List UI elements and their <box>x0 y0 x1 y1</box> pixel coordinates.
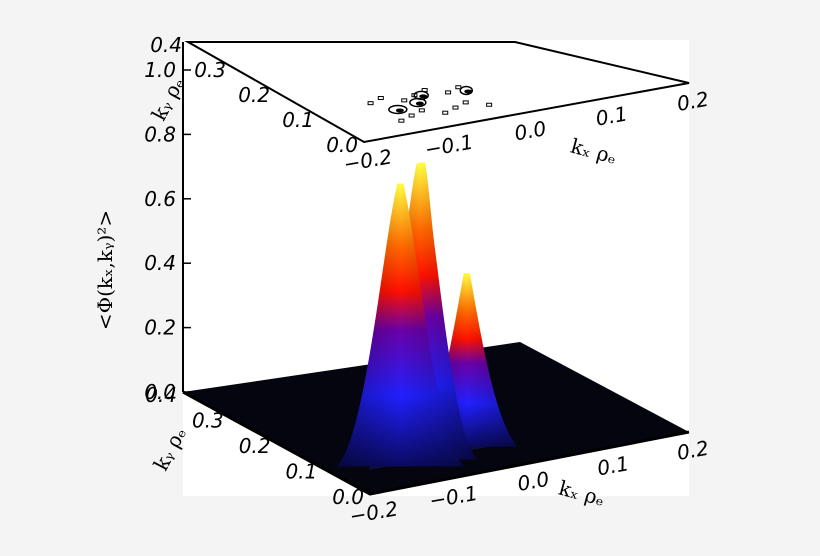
contour-ring <box>388 104 408 115</box>
top-ky-tick-label: 0.2 <box>238 83 270 107</box>
bottom-kx-label: kₓ ρₑ <box>556 476 607 511</box>
bottom-ky-tick-label: 0.4 <box>145 383 177 407</box>
contour-speck <box>452 105 459 110</box>
top-kx-tick-label: 0.0 <box>513 116 548 145</box>
top-ky-tick-label: 0.1 <box>282 108 314 132</box>
top-ky-tick-label: 0.4 <box>150 33 182 57</box>
contour-speck <box>418 108 425 113</box>
z-tick-label: 1.0 <box>144 58 176 82</box>
contour-speck <box>442 110 449 115</box>
contour-speck <box>377 96 384 101</box>
contour-speck <box>421 88 428 93</box>
z-tick-label: 0.0 <box>144 380 176 404</box>
contour-speck <box>411 93 418 98</box>
surface-mesh <box>336 162 518 470</box>
contour-speck <box>462 100 469 105</box>
surface-peak-shade <box>336 183 465 467</box>
bottom-ky-tick-label: 0.3 <box>192 409 224 433</box>
contour-ring <box>413 90 429 101</box>
contour-speck <box>445 90 452 95</box>
bottom-kx-tick-label: 0.1 <box>595 451 630 480</box>
top-kx-label: kₓ ρₑ <box>568 134 619 169</box>
bottom-ky-tick-label: 0.2 <box>239 434 271 458</box>
bottom-ky-label: kᵧ ρₑ <box>149 423 192 474</box>
z-tick-label: 0.2 <box>144 316 176 340</box>
bottom-kx-tick-label: 0.0 <box>516 467 551 496</box>
z-axis-label: <Φ(kₓ,kᵧ)²> <box>93 210 117 330</box>
contour-core <box>395 108 404 113</box>
contour-plane <box>184 41 690 144</box>
bottom-ky-tick-label: 0.0 <box>332 485 364 509</box>
bottom-ky-ticks: 0.0 0.1 0.2 0.3 0.4 <box>145 383 364 509</box>
contour-core <box>415 101 424 106</box>
contour-speck <box>367 101 374 106</box>
z-tick-label: 0.8 <box>144 122 176 146</box>
top-kx-tick-label: 0.2 <box>675 87 710 116</box>
bottom-ky-tick-label: 0.1 <box>285 460 317 484</box>
top-ky-tick-label: 0.3 <box>194 58 226 82</box>
top-kx-tick-label: 0.1 <box>594 101 629 130</box>
contour-speck <box>455 85 462 90</box>
contour-speck <box>486 102 493 107</box>
top-ky-tick-label: 0.0 <box>326 133 358 157</box>
z-tick-label: 0.6 <box>144 187 176 211</box>
z-axis-ticks: 0.0 0.2 0.4 0.6 0.8 1.0 <box>144 58 191 404</box>
contour-speck <box>398 118 405 123</box>
contour-speck <box>408 113 415 118</box>
contour-ring <box>459 85 473 96</box>
contour-core <box>464 89 473 94</box>
bottom-kx-tick-label: −0.1 <box>428 481 480 513</box>
contour-lines <box>367 85 493 123</box>
top-ky-ticks: 0.0 0.1 0.2 0.3 0.4 <box>150 33 358 157</box>
contour-core <box>419 94 428 99</box>
top-kx-tick-label: −0.1 <box>423 130 475 162</box>
z-tick-label: 0.4 <box>144 251 176 275</box>
contour-speck <box>401 98 408 103</box>
floor-edge <box>182 390 690 496</box>
bottom-kx-tick-label: 0.2 <box>675 436 710 465</box>
bottom-kx-ticks: −0.2 −0.1 0.00.10.2 <box>348 436 711 529</box>
